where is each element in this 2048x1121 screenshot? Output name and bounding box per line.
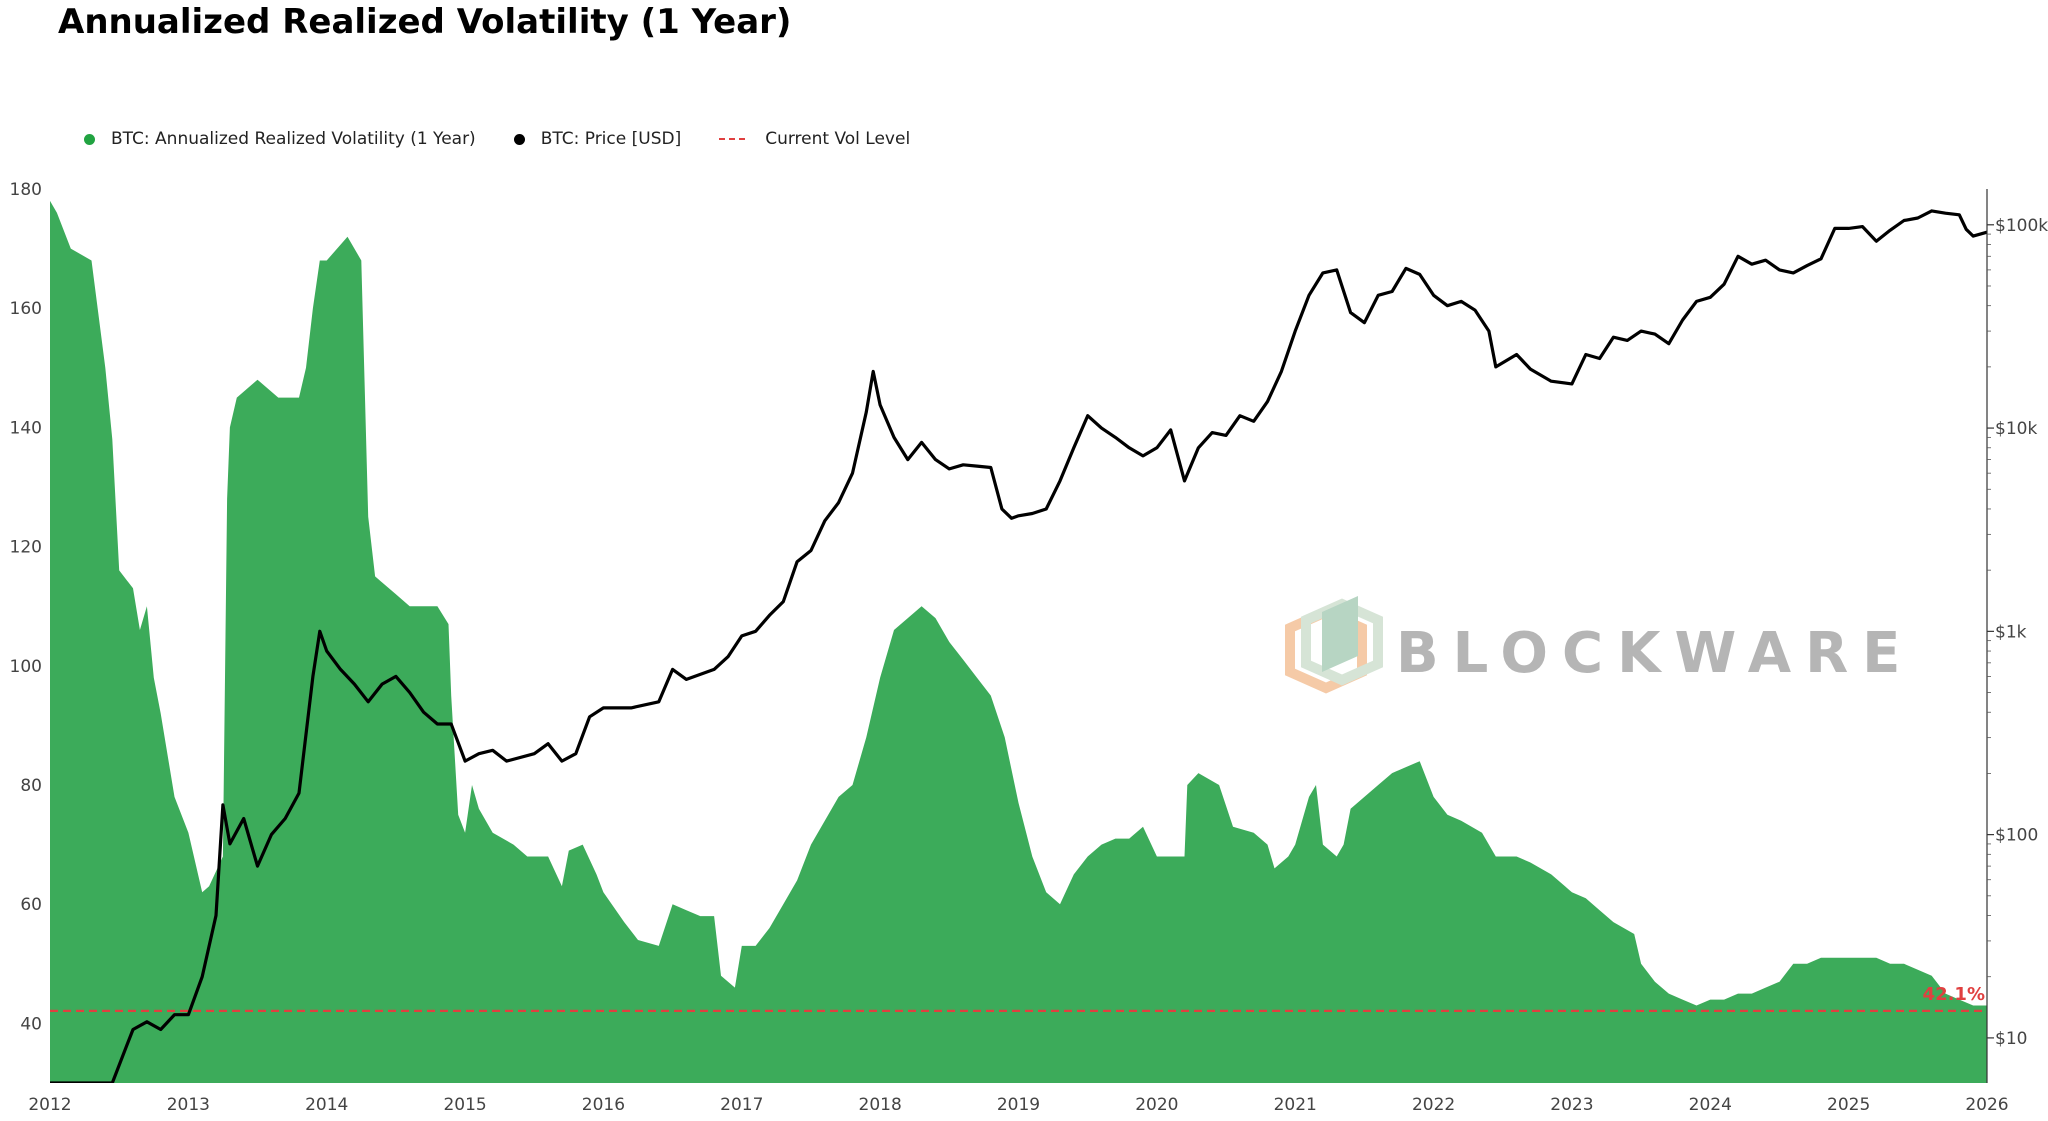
- legend-label-price: BTC: Price [USD]: [540, 129, 682, 149]
- x-tick-label: 2020: [1135, 1095, 1178, 1115]
- watermark: BLOCKWARE: [1285, 596, 1914, 694]
- x-tick-label: 2023: [1550, 1095, 1593, 1115]
- y2-tick-label: $10: [1995, 1029, 2027, 1049]
- volatility-area: [50, 200, 1987, 1083]
- x-tick-label: 2015: [443, 1095, 486, 1115]
- chart-title: Annualized Realized Volatility (1 Year): [58, 2, 792, 42]
- watermark-text: BLOCKWARE: [1396, 621, 1914, 686]
- current-vol-label: 42.1%: [1923, 984, 1985, 1005]
- chart-axes: 40 60 80 100 120 140 160 180 2012 2013 2014 2015 201…: [10, 180, 2048, 1115]
- legend-label-volatility: BTC: Annualized Realized Volatility (1 Y…: [111, 129, 476, 149]
- x-tick-label: 2024: [1689, 1095, 1732, 1115]
- price-line-layer: [50, 209, 1987, 1083]
- price-line: [50, 209, 1987, 1083]
- x-tick-label: 2019: [997, 1095, 1040, 1115]
- x-tick-label: 2014: [305, 1095, 348, 1115]
- legend-dot-icon: [84, 133, 95, 145]
- x-tick-label: 2025: [1827, 1095, 1870, 1115]
- y2-tick-label: $100: [1995, 826, 2038, 846]
- y2-tick-label: $10k: [1995, 419, 2037, 439]
- legend-item-price[interactable]: BTC: Price [USD]: [513, 129, 682, 149]
- y-tick-label: 100: [10, 657, 42, 677]
- y-tick-label: 60: [20, 895, 42, 915]
- volatility-area-layer: [50, 200, 1987, 1083]
- x-tick-label: 2017: [720, 1095, 763, 1115]
- y2-tick-label: $100k: [1995, 216, 2048, 236]
- x-tick-label: 2016: [582, 1095, 625, 1115]
- watermark-logo-icon: [1285, 596, 1383, 694]
- y-tick-label: 160: [10, 299, 42, 319]
- legend-item-volatility[interactable]: BTC: Annualized Realized Volatility (1 Y…: [84, 129, 476, 149]
- x-tick-label: 2021: [1274, 1095, 1317, 1115]
- x-tick-label: 2013: [167, 1095, 210, 1115]
- legend-label-current-vol: Current Vol Level: [765, 129, 911, 149]
- y-tick-label: 140: [10, 418, 42, 438]
- chart-legend: BTC: Annualized Realized Volatility (1 Y…: [84, 125, 948, 153]
- reference-line-layer: 42.1%: [50, 984, 1987, 1012]
- y-tick-label: 180: [10, 180, 42, 200]
- legend-item-current-vol[interactable]: Current Vol Level: [719, 129, 910, 149]
- legend-dot-icon: [513, 133, 525, 145]
- y-tick-label: 80: [20, 776, 42, 796]
- x-tick-label: 2012: [28, 1095, 71, 1115]
- legend-dash-icon: [719, 138, 746, 140]
- x-tick-label: 2018: [859, 1095, 902, 1115]
- x-tick-label: 2026: [1965, 1095, 2008, 1115]
- x-tick-label: 2022: [1412, 1095, 1455, 1115]
- y-tick-label: 120: [10, 538, 42, 558]
- y-tick-label: 40: [20, 1014, 42, 1034]
- y2-tick-label: $1k: [1995, 622, 2027, 642]
